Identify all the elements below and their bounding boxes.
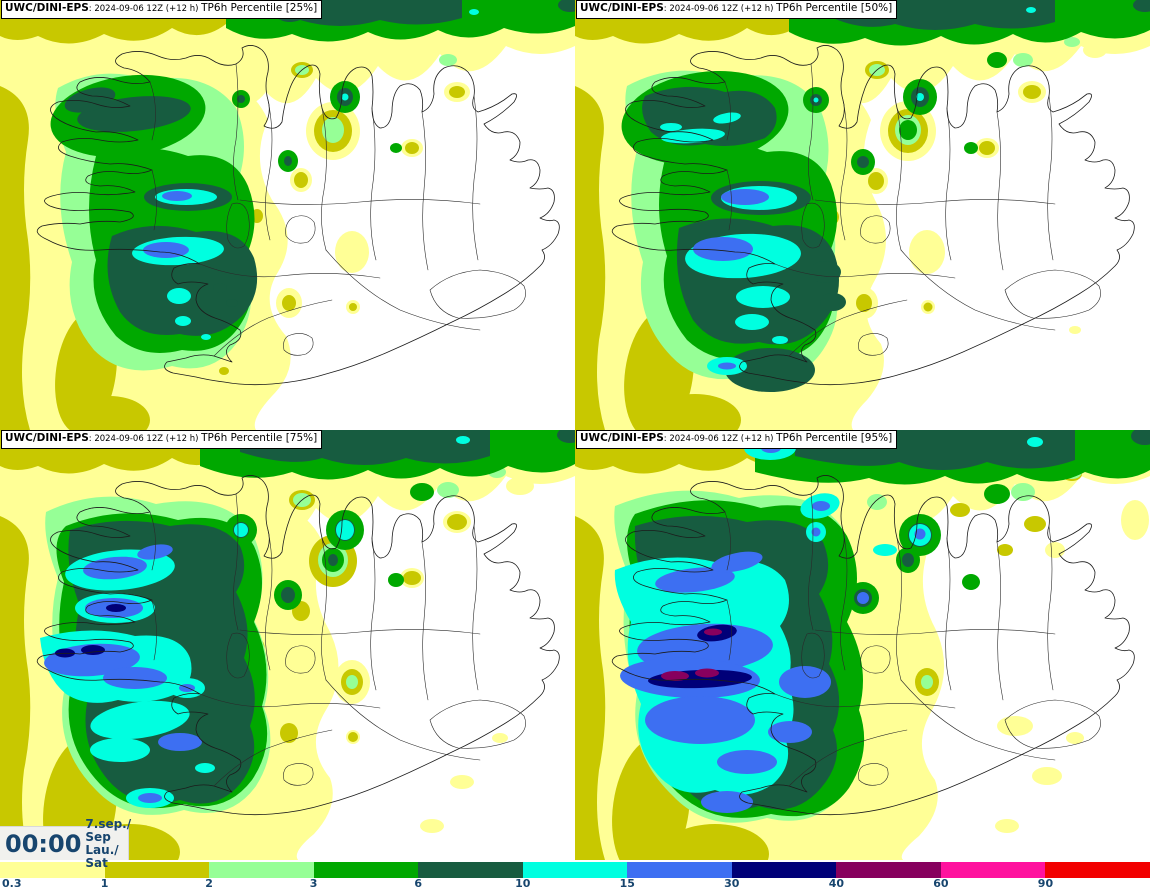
product-name: TP6h Percentile [75%] [201, 432, 318, 444]
colorbar-segments [0, 862, 1150, 878]
colorbar-tick-30: 30 [724, 877, 740, 890]
colorbar-segment-15 [627, 862, 732, 878]
model-run-time: : 2024-09-06 12Z (+12 h) [88, 4, 202, 14]
colorbar-segment-2 [209, 862, 314, 878]
map-panel-95pct: UWC/DINI-EPS: 2024-09-06 12Z (+12 h) TP6… [575, 430, 1150, 860]
map-panel-25pct: UWC/DINI-EPS: 2024-09-06 12Z (+12 h) TP6… [0, 0, 575, 430]
model-name: UWC/DINI-EPS [580, 2, 664, 14]
colorbar-segment-6 [418, 862, 523, 878]
map-panel-grid: UWC/DINI-EPS: 2024-09-06 12Z (+12 h) TP6… [0, 0, 1150, 860]
colorbar-segment-0.3 [0, 862, 105, 878]
model-name: UWC/DINI-EPS [5, 432, 89, 444]
colorbar-tick-1: 1 [100, 877, 109, 890]
colorbar-segment-3 [313, 862, 419, 878]
precipitation-layers [575, 0, 1150, 430]
colorbar-segment-60 [940, 862, 1046, 878]
precipitation-layers [0, 430, 575, 860]
precipitation-layers [0, 0, 575, 430]
product-name: TP6h Percentile [25%] [201, 2, 318, 14]
panel-title-50pct: UWC/DINI-EPS: 2024-09-06 12Z (+12 h) TP6… [576, 0, 898, 19]
panel-title-75pct: UWC/DINI-EPS: 2024-09-06 12Z (+12 h) TP6… [1, 430, 323, 449]
product-name: TP6h Percentile [95%] [776, 432, 893, 444]
colorbar-segment-1 [104, 862, 210, 878]
colorbar-tick-15: 15 [619, 877, 635, 890]
precipitation-colorbar: 0.3 1 2 3 6 10 15 30 40 60 90 [0, 860, 1150, 891]
colorbar-segment-40 [836, 862, 941, 878]
model-run-time: : 2024-09-06 12Z (+12 h) [663, 434, 777, 444]
precipitation-map-canvas [0, 430, 575, 860]
colorbar-segment-30 [731, 862, 837, 878]
colorbar-tick-90: 90 [1037, 877, 1054, 890]
model-run-time: : 2024-09-06 12Z (+12 h) [88, 434, 202, 444]
map-panel-50pct: UWC/DINI-EPS: 2024-09-06 12Z (+12 h) TP6… [575, 0, 1150, 430]
precipitation-map-canvas [575, 0, 1150, 430]
product-name: TP6h Percentile [50%] [776, 2, 893, 14]
colorbar-segment-90 [1045, 862, 1150, 878]
model-run-time: : 2024-09-06 12Z (+12 h) [663, 4, 777, 14]
model-name: UWC/DINI-EPS [580, 432, 664, 444]
colorbar-tick-6: 6 [414, 877, 422, 890]
valid-time-box: 00:00 7.sep./ Sep Lau./ Sat [0, 817, 131, 869]
map-panel-75pct: UWC/DINI-EPS: 2024-09-06 12Z (+12 h) TP6… [0, 430, 575, 860]
valid-date-line1: 7.sep./ Sep [85, 816, 132, 844]
colorbar-tick-2: 2 [205, 877, 213, 890]
colorbar-tick-10: 10 [515, 877, 531, 890]
colorbar-tick-0.3: 0.3 [2, 877, 22, 890]
valid-date-line2: Lau./ Sat [85, 842, 119, 870]
panel-title-95pct: UWC/DINI-EPS: 2024-09-06 12Z (+12 h) TP6… [576, 430, 898, 449]
colorbar-tick-labels: 0.3 1 2 3 6 10 15 30 40 60 90 [0, 877, 1150, 891]
valid-time: 00:00 [5, 829, 82, 858]
panel-title-25pct: UWC/DINI-EPS: 2024-09-06 12Z (+12 h) TP6… [1, 0, 323, 19]
precipitation-layers [575, 430, 1150, 860]
precipitation-map-canvas [575, 430, 1150, 860]
model-name: UWC/DINI-EPS [5, 2, 89, 14]
precipitation-map-canvas [0, 0, 575, 430]
colorbar-segment-10 [522, 862, 628, 878]
colorbar-tick-60: 60 [933, 877, 949, 890]
valid-date: 7.sep./ Sep Lau./ Sat [85, 816, 132, 870]
colorbar-tick-40: 40 [828, 877, 845, 890]
colorbar-tick-3: 3 [309, 877, 318, 890]
